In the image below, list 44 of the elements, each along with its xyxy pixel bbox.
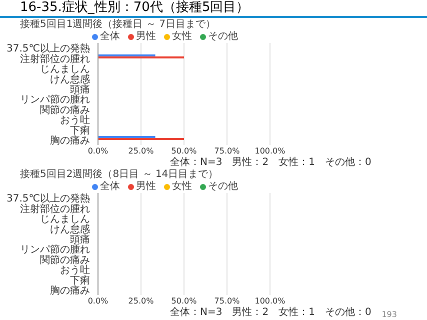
y-tick-label: 頭痛 xyxy=(70,233,90,246)
y-tick-label: おう吐 xyxy=(60,264,90,276)
x-tick-label: 100.0% xyxy=(254,296,286,306)
y-tick-label: 胸の痛み xyxy=(50,134,90,146)
x-tick-label: 0.0% xyxy=(88,296,109,306)
y-tick-label: 下痢 xyxy=(70,124,90,136)
y-tick-label: じんましん xyxy=(40,214,90,226)
y-tick-label: 注射部位の腫れ xyxy=(20,202,90,215)
legend-label: その他 xyxy=(207,31,238,43)
chart-title: 接種5回目2週間後（8日目 ～ 14日目まで） xyxy=(19,169,220,180)
y-tick-label: おう吐 xyxy=(60,114,90,126)
legend-label: 全体 xyxy=(99,181,120,193)
x-tick-label: 100.0% xyxy=(254,146,286,156)
y-tick-label: けん怠感 xyxy=(50,223,90,236)
legend-label: 女性 xyxy=(171,181,192,193)
y-tick-label: リンパ節の腫れ xyxy=(20,94,90,106)
x-tick-label: 25.0% xyxy=(128,296,154,306)
legend-label: 女性 xyxy=(171,31,192,43)
y-tick-label: けん怠感 xyxy=(50,73,90,86)
y-tick-label: 注射部位の腫れ xyxy=(20,52,90,65)
y-tick-label: 関節の痛み xyxy=(40,254,90,266)
text: 全体：N=3 男性：2 女性：1 その他：0 xyxy=(170,157,372,168)
y-tick-label: 37.5℃以上の発熱 xyxy=(6,42,90,55)
x-tick-label: 0.0% xyxy=(88,146,109,156)
chart-subtitle: 接種5回目1週間後（接種日 ～ 7日目まで） xyxy=(19,19,216,30)
legend-label: 男性 xyxy=(135,31,156,43)
y-tick-label: 下痢 xyxy=(70,274,90,286)
x-tick-label: 25.0% xyxy=(128,146,154,156)
y-tick-label: リンパ節の腫れ xyxy=(20,244,90,256)
x-tick-label: 50.0% xyxy=(171,146,198,156)
x-tick-label: 75.0% xyxy=(214,296,240,306)
y-tick-label: 関節の痛み xyxy=(40,104,90,116)
y-tick-label: 頭痛 xyxy=(70,83,90,96)
text: 193 xyxy=(382,310,397,319)
text: 全体：N=3 男性：2 女性：1 その他：0 xyxy=(170,307,372,318)
legend-label: 全体 xyxy=(99,31,120,43)
chart-title: 16-35.症状_性別：70代（接種5回目） xyxy=(19,0,250,16)
y-tick-label: じんましん xyxy=(40,64,90,76)
x-tick-label: 50.0% xyxy=(171,296,198,306)
legend-label: 男性 xyxy=(135,181,156,193)
x-tick-label: 75.0% xyxy=(214,146,240,156)
y-tick-label: 胸の痛み xyxy=(50,284,90,296)
y-tick-label: 37.5℃以上の発熱 xyxy=(6,192,90,205)
legend-label: その他 xyxy=(207,181,238,193)
